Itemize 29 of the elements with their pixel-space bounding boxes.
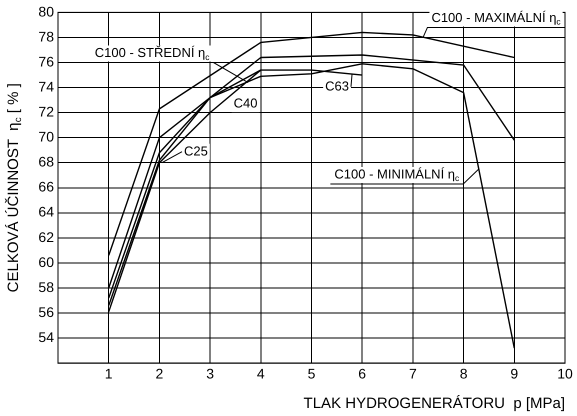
x-tick-label: 4 — [256, 365, 265, 382]
x-tick-label: 3 — [206, 365, 214, 382]
x-tick-label: 2 — [156, 365, 164, 382]
y-tick-label: 68 — [38, 154, 54, 170]
annotation: C40 — [234, 96, 258, 111]
y-tick-label: 60 — [38, 254, 54, 270]
y-tick-label: 56 — [38, 304, 54, 320]
x-tick-label: 9 — [510, 365, 518, 382]
y-tick-label: 62 — [38, 228, 54, 245]
y-tick-label: 70 — [38, 128, 54, 145]
x-tick-label: 8 — [460, 365, 468, 382]
y-tick-label: 78 — [38, 28, 54, 44]
x-tick-label: 7 — [409, 365, 417, 382]
y-tick-label: 80 — [38, 3, 54, 20]
annotation: C25 — [184, 143, 208, 158]
y-tick-label: 74 — [38, 78, 54, 94]
x-tick-label: 6 — [358, 365, 366, 382]
x-tick-label: 5 — [308, 365, 316, 382]
y-tick-label: 64 — [38, 204, 54, 220]
annotation: C63 — [325, 78, 349, 94]
x-tick-label: 1 — [104, 365, 113, 382]
y-tick-label: 72 — [38, 103, 54, 120]
y-tick-label: 66 — [38, 178, 54, 195]
y-tick-label: 76 — [38, 53, 54, 70]
y-axis-title: CELKOVÁ ÚČINNOST ηc [ % ] — [4, 83, 24, 292]
x-tick-label: 10 — [557, 365, 573, 382]
y-tick-label: 58 — [38, 278, 54, 295]
x-axis-title: TLAK HYDROGENERÁTORU p [MPa] — [304, 394, 566, 412]
y-tick-label: 54 — [38, 329, 54, 345]
